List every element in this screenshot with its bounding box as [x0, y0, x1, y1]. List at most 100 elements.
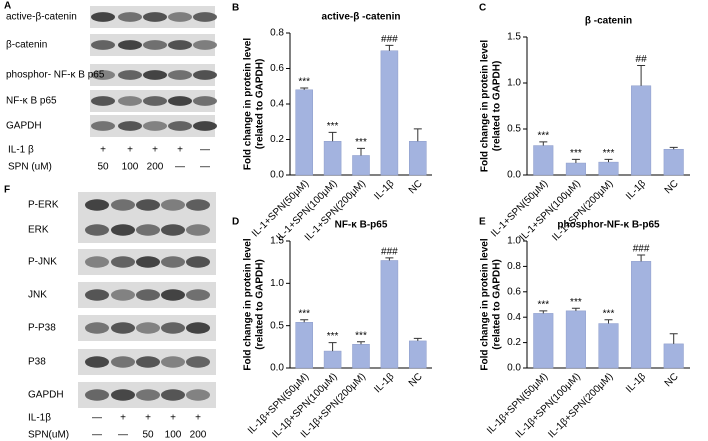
y-tick-label: 0.6 [507, 286, 521, 297]
blot-band [193, 12, 217, 22]
treatment-lane: — [92, 430, 102, 441]
blot-band [143, 70, 167, 80]
treatment-lane: + [170, 413, 176, 424]
bar [631, 85, 652, 176]
blot-band [186, 289, 210, 301]
blot-band [161, 322, 185, 334]
treatment-lane: — [92, 413, 102, 424]
x-tick-label: IL-1β [372, 371, 396, 395]
error-bar [669, 333, 678, 344]
blot-band [143, 96, 167, 106]
significance-label: *** [327, 331, 339, 342]
treatment-lane: — [175, 162, 185, 173]
error-bar [604, 319, 613, 324]
x-tick-label: NC [407, 371, 425, 389]
blot-row-label: P-ERK [28, 200, 59, 211]
x-tick-label: IL-1β+SPN(200μM) [546, 371, 615, 440]
error-bar [357, 341, 365, 345]
bar [409, 340, 427, 369]
blot-band [85, 322, 109, 334]
blot-row-label: GAPDH [28, 390, 64, 401]
blot-row-label: NF-κ B p65 [6, 96, 57, 107]
y-tick-label: 0.0 [507, 170, 521, 181]
blot-band [161, 256, 185, 268]
bar [565, 310, 586, 369]
treatment-lane: 100 [165, 430, 182, 441]
bar [352, 155, 370, 176]
treatment-lane: 200 [147, 162, 164, 173]
blot-band [136, 289, 160, 301]
blot-band [91, 121, 115, 131]
significance-label: *** [355, 137, 367, 148]
blot-band [161, 289, 185, 301]
blot-band [143, 12, 167, 22]
significance-label: *** [537, 299, 549, 310]
blot-band [111, 199, 135, 211]
blot-row-label: P-JNK [28, 257, 57, 268]
blot-band [111, 389, 135, 401]
panel-letter: F [4, 185, 10, 196]
blot-row-label: active-β-catenin [6, 12, 77, 23]
y-tick-label: 1.0 [270, 278, 284, 289]
error-bar [571, 158, 580, 164]
bar [663, 343, 684, 369]
error-bar [637, 254, 646, 262]
y-axis-label: Fold change in protein level [243, 38, 254, 170]
blot-band [186, 199, 210, 211]
treatment-lane: + [177, 145, 183, 156]
bar [352, 344, 370, 369]
blot-band [136, 356, 160, 368]
blot-band [85, 356, 109, 368]
treatment-label: IL-1 β [8, 145, 34, 156]
treatment-label: SPN(uM) [28, 430, 69, 441]
chart-title: phosphor-NF-κ B-p65 [557, 220, 660, 231]
chart-title: NF-κ B-p65 [335, 220, 388, 231]
blot-band [111, 256, 135, 268]
blot-band [186, 389, 210, 401]
error-bar [300, 87, 309, 90]
blot-band [85, 199, 109, 211]
blot-band [136, 389, 160, 401]
x-tick-label: NC [663, 178, 681, 196]
error-bar [385, 44, 394, 51]
panel-letter: C [479, 3, 486, 14]
blot-band [136, 256, 160, 268]
bar [380, 50, 399, 176]
x-tick-label: IL-1β [624, 178, 648, 202]
blot-band [143, 40, 167, 50]
blot-band [193, 70, 217, 80]
blot-band [111, 224, 135, 236]
bar [598, 323, 619, 369]
blot-band [91, 40, 115, 50]
blot-band [111, 356, 135, 368]
treatment-lane: 50 [97, 162, 109, 173]
x-tick-label: IL-1β [624, 371, 648, 395]
y-tick-label: 0.5 [507, 124, 521, 135]
y-axis-label: (related to GAPDH) [492, 259, 503, 350]
treatment-lane: 100 [122, 162, 139, 173]
blot-band [186, 256, 210, 268]
error-bar [669, 146, 678, 150]
treatment-lane: + [100, 145, 106, 156]
bar [533, 145, 554, 176]
significance-label: *** [298, 77, 310, 88]
error-bar [328, 131, 337, 142]
blot-band [118, 40, 142, 50]
blot-band [186, 224, 210, 236]
bar [533, 313, 554, 369]
significance-label: *** [603, 148, 615, 159]
blot-band [143, 121, 167, 131]
blot-band [85, 389, 109, 401]
significance-label: ## [636, 54, 648, 65]
panel-letter: E [479, 217, 486, 228]
treatment-label: IL-1β [28, 413, 51, 424]
y-axis-label: Fold change in protein level [480, 40, 491, 172]
y-axis-label: (related to GAPDH) [255, 259, 266, 350]
significance-label: *** [570, 297, 582, 308]
bar [323, 141, 342, 176]
y-tick-label: 1.0 [507, 236, 521, 247]
blot-row-label: P-P38 [28, 323, 56, 334]
treatment-lane: + [145, 413, 151, 424]
blot-row-label: β-catenin [6, 40, 47, 51]
